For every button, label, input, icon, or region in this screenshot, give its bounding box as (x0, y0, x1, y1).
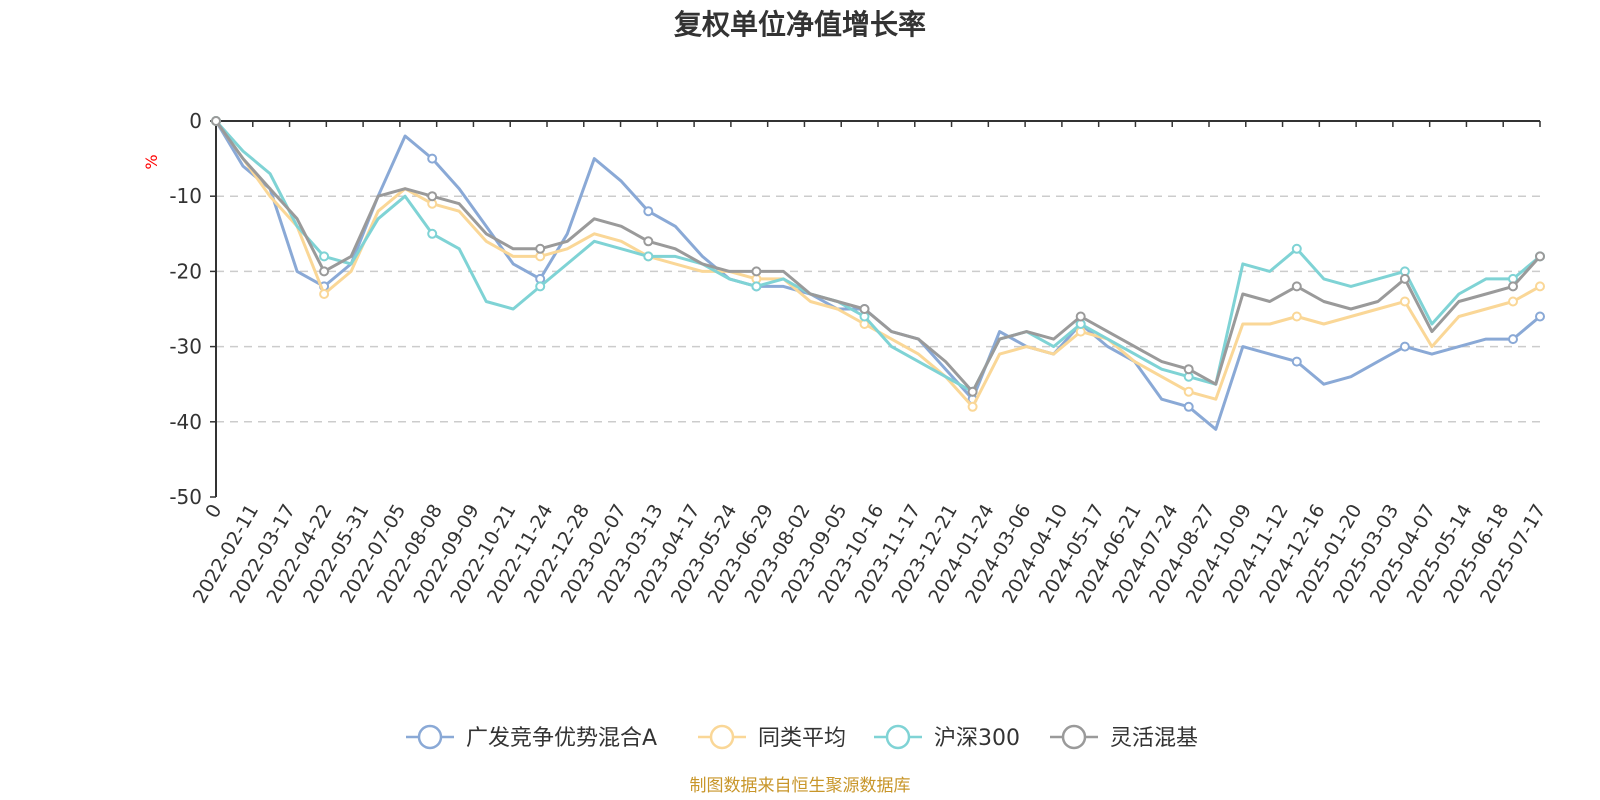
series-2 (211, 116, 1545, 397)
data-point (1399, 273, 1410, 284)
data-point (427, 153, 438, 164)
legend-label: 沪深300 (934, 726, 1020, 751)
data-point (319, 289, 330, 299)
series-line (214, 119, 1541, 394)
legend-circle-icon (885, 724, 911, 750)
data-point (211, 116, 221, 126)
legend-item[interactable]: 灵活混基 (1050, 724, 1198, 751)
series-3 (211, 116, 1545, 397)
data-point (319, 266, 330, 277)
legend-label: 灵活混基 (1110, 726, 1198, 751)
data-point (751, 281, 762, 292)
data-point (1183, 386, 1194, 397)
data-point (427, 228, 438, 239)
legend-label: 同类平均 (758, 726, 846, 751)
legend[interactable]: 广发竞争优势混合A 同类平均 沪深300 灵活混基 (406, 724, 1198, 751)
x-tick-label: 0 (201, 501, 226, 522)
data-point (1535, 251, 1545, 262)
data-point (1399, 296, 1410, 307)
legend-item[interactable]: 广发竞争优势混合A (406, 724, 657, 751)
series-lines (211, 116, 1545, 431)
legend-circle-icon (709, 724, 735, 750)
data-point (1508, 281, 1518, 292)
axes (210, 120, 1541, 498)
grid-lines (216, 195, 1540, 423)
legend-item[interactable]: 沪深300 (874, 724, 1020, 751)
y-tick-label: -20 (169, 259, 202, 283)
data-point (1535, 311, 1545, 322)
data-point (859, 304, 870, 314)
data-point (1291, 311, 1302, 322)
data-point (427, 191, 438, 202)
legend-item[interactable]: 同类平均 (698, 724, 846, 751)
series-1 (211, 116, 1545, 412)
y-tick-label: 0 (189, 109, 202, 133)
data-point (1183, 364, 1194, 375)
chart-title: 复权单位净值增长率 (674, 8, 926, 41)
data-source-note: 制图数据来自恒生聚源数据库 (690, 776, 911, 796)
data-point (535, 281, 546, 292)
data-point (643, 251, 654, 262)
series-line (214, 120, 1541, 409)
data-point (967, 386, 978, 397)
data-point (967, 401, 978, 412)
y-tick-label: -50 (169, 485, 202, 509)
series-line (214, 120, 1542, 394)
data-point (1508, 334, 1518, 345)
data-point (319, 251, 330, 262)
y-tick-labels: 0 -10 -20 -30 -40 -50 (169, 109, 202, 509)
data-point (643, 206, 654, 217)
data-point (535, 243, 546, 254)
data-point (1291, 243, 1302, 254)
data-point (1535, 281, 1545, 292)
legend-label: 广发竞争优势混合A (466, 726, 657, 751)
legend-circle-icon (417, 724, 443, 750)
y-tick-label: -10 (169, 184, 202, 208)
y-tick-label: -40 (169, 410, 202, 434)
data-point (1183, 401, 1194, 412)
series-line (214, 120, 1541, 431)
y-axis-unit-label: % (142, 154, 161, 169)
data-point (1399, 341, 1410, 352)
data-point (1291, 281, 1302, 292)
data-point (1291, 356, 1302, 367)
data-point (1075, 311, 1086, 322)
data-point (643, 236, 654, 247)
data-point (1508, 296, 1518, 307)
legend-circle-icon (1061, 724, 1087, 750)
data-point (751, 266, 762, 277)
y-tick-label: -30 (169, 335, 202, 359)
series-0 (211, 116, 1545, 431)
x-tick-labels: 02022-02-112022-03-172022-04-222022-05-3… (189, 500, 1550, 607)
